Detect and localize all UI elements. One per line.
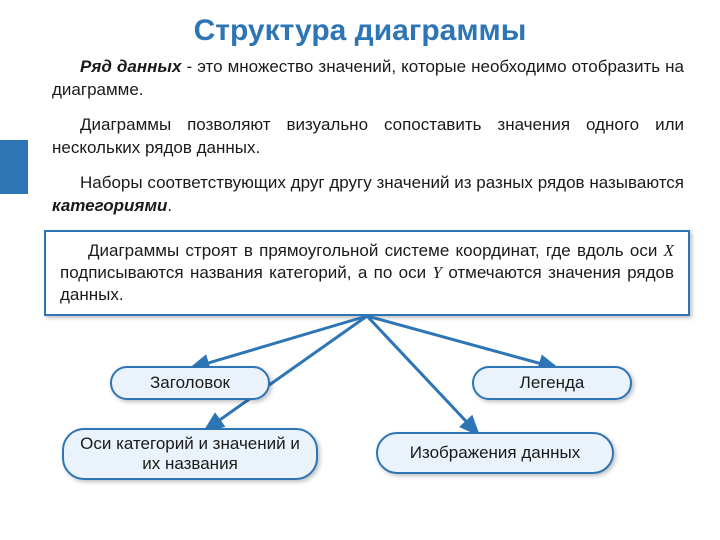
diagram-edge: [191, 316, 367, 368]
paragraph-2: Диаграммы позволяют визуально сопоставит…: [52, 114, 684, 160]
diagram-node-n1: Заголовок: [110, 366, 270, 400]
term-data-series: Ряд данных: [80, 57, 181, 76]
content-block: Ряд данных - это множество значений, кот…: [0, 56, 720, 218]
diagram-node-n2: Легенда: [472, 366, 632, 400]
diagram-node-n3: Оси категорий и значений и их названия: [62, 428, 318, 480]
p3-a: Наборы соответствующих друг другу значен…: [80, 173, 684, 192]
diagram-area: Заголовок Легенда Оси категорий и значений…: [44, 316, 690, 506]
term-categories: категориями: [52, 196, 167, 215]
diagram-edge: [367, 316, 478, 434]
diagram-node-n4: Изображения данных: [376, 432, 614, 474]
info-a: Диаграммы строят в прямоугольной системе…: [88, 241, 664, 260]
side-accent: [0, 140, 28, 194]
paragraph-1: Ряд данных - это множество значений, кот…: [52, 56, 684, 102]
axis-x-label: X: [664, 241, 674, 260]
info-b: подписываются названия категорий, а по о…: [60, 263, 433, 282]
page-title: Структура диаграммы: [0, 0, 720, 56]
axis-y-label: Y: [433, 263, 442, 282]
paragraph-3: Наборы соответствующих друг другу значен…: [52, 172, 684, 218]
p3-c: .: [167, 196, 172, 215]
info-box: Диаграммы строят в прямоугольной системе…: [44, 230, 690, 316]
diagram-edge: [367, 316, 557, 368]
